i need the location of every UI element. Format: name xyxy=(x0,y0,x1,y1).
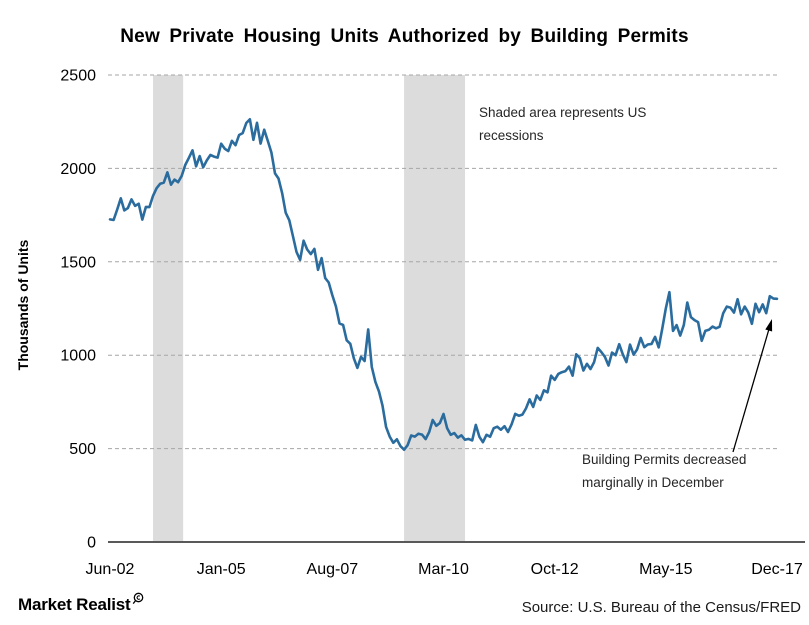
magnifier-icon xyxy=(131,591,145,611)
y-tick-label: 1500 xyxy=(60,254,96,271)
brand-logo-text: Market Realist xyxy=(18,595,131,614)
recession-band xyxy=(153,75,184,542)
x-tick-label: Jan-05 xyxy=(197,561,246,578)
x-tick-label: May-15 xyxy=(639,561,692,578)
annotation-arrow xyxy=(732,328,770,453)
series-line xyxy=(108,118,779,452)
recession-annotation: Shaded area represents US recessions xyxy=(479,105,647,143)
annotation-arrowhead xyxy=(765,319,773,332)
y-tick-label: 500 xyxy=(69,441,96,458)
x-tick-label: Aug-07 xyxy=(307,561,359,578)
y-tick-label: 1000 xyxy=(60,348,96,365)
y-tick-label: 2500 xyxy=(60,68,96,85)
brand-logo: Market Realist xyxy=(18,592,145,615)
x-tick-label: Oct-12 xyxy=(531,561,579,578)
chart-title: New Private Housing Units Authorized by … xyxy=(120,26,689,47)
chart-svg: 0 500 1000 1500 2000 2500 Jun-02 Jan-05 Aug-07 Ma… xyxy=(60,68,805,578)
recession-band xyxy=(404,75,466,542)
permits-annotation: Building Permits decreased marginally in… xyxy=(582,452,747,490)
x-tick-label: Jun-02 xyxy=(86,561,135,578)
y-tick-label: 2000 xyxy=(60,161,96,178)
x-tick-label: Mar-10 xyxy=(418,561,469,578)
x-tick-label: Dec-17 xyxy=(751,561,803,578)
y-tick-label: 0 xyxy=(87,535,96,552)
source-credit: Source: U.S. Bureau of the Census/FRED xyxy=(521,599,801,616)
